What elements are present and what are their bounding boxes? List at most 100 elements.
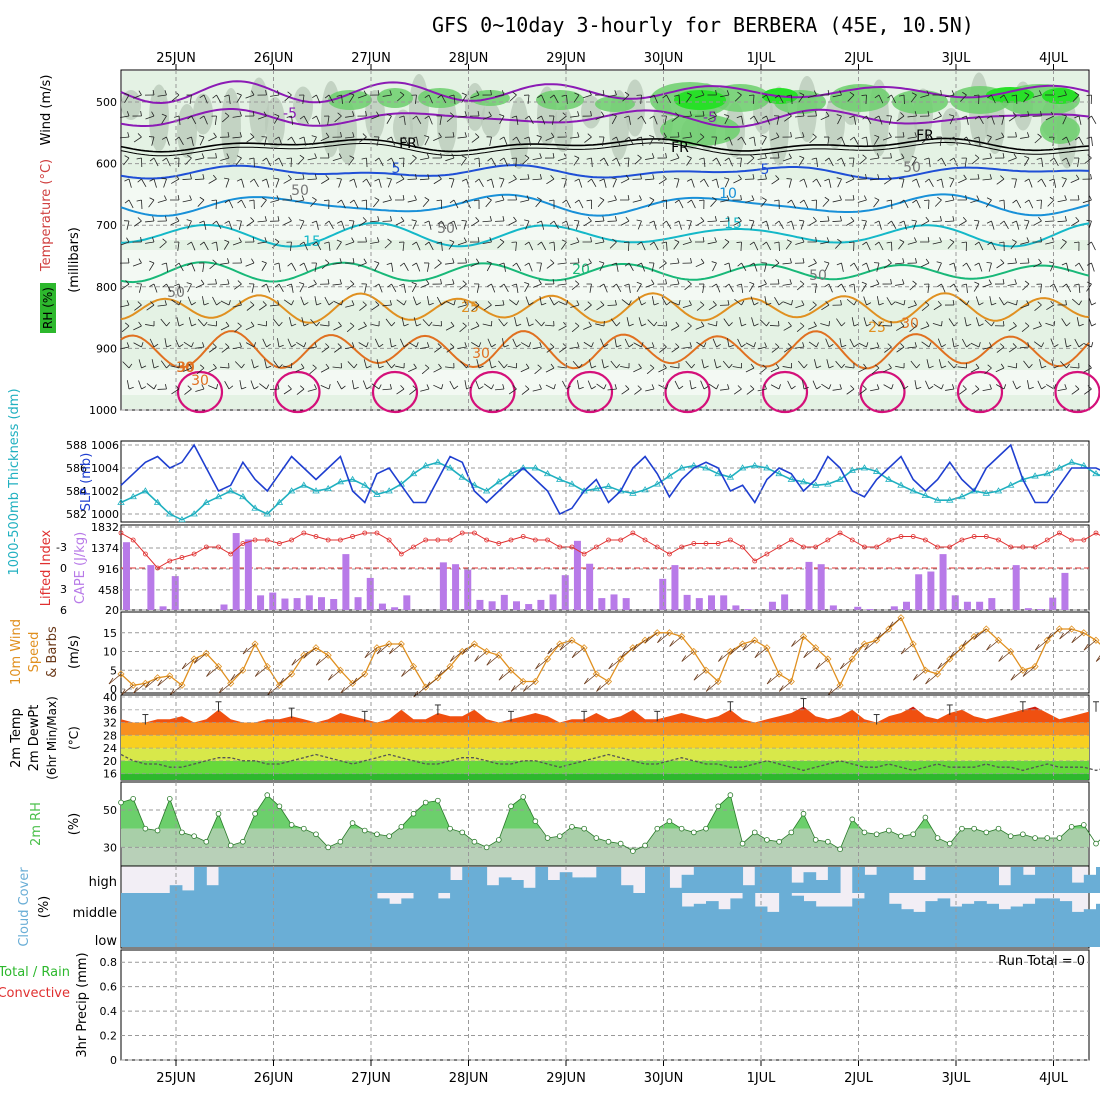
wind-barb [559,115,567,122]
wind-barb-flag [1027,342,1030,348]
wind-barb [753,241,759,251]
wind-barb [395,365,405,369]
wind-barb [359,136,367,143]
wind-barb-flag [924,301,930,306]
wind-barb [145,220,155,223]
wind-barb-flag [366,365,372,369]
wind-barb-flag [962,262,967,267]
rh-high-blob [710,84,770,112]
wind-barb-flag [740,195,742,201]
wind-barb [771,178,780,185]
wind-barb-flag [452,279,455,285]
wind-barb-flag [350,280,355,285]
lifted-index-point [886,537,892,543]
wind-barb-flag [299,154,305,159]
rh-point [1020,831,1026,838]
wind-barb [257,241,267,244]
cloud-cell [255,920,268,947]
wind-barb-flag [1041,365,1047,369]
wind-barb-flag [124,322,130,327]
rh-point [1081,822,1087,828]
wind-barb [320,136,330,142]
thickness-line-point [446,464,454,471]
contour-label: -5 [703,110,717,126]
wind-barb [345,241,355,246]
cloud-cell [571,920,585,947]
wind-barb [896,115,905,122]
wind-barb [395,220,405,226]
wind-barb [296,388,305,395]
wind-barb-flag [153,365,159,369]
wind-barb-flag [389,195,392,201]
rh-point [313,831,319,838]
wind-barb [899,380,905,390]
wind-barb [1012,380,1017,390]
wind-barb [737,338,742,348]
contour-label: 30 [472,346,490,362]
wind-barb [695,262,705,268]
wind-barb-flag [824,178,830,182]
wind-barb-flag [1024,280,1030,285]
bottom-date-label: 28JUN [449,1071,489,1086]
wind-barb-flag [449,94,455,97]
wind-barb [841,262,844,272]
wind-speed-point [324,651,332,659]
wind-barb [832,388,842,391]
wind-barb [223,241,230,250]
surface-wind-barb-flag [1083,644,1089,651]
wind-barb [1086,283,1092,292]
surface-wind-barb-flag [693,674,699,681]
wind-barb [1091,115,1097,125]
wind-barb [273,318,280,327]
pressure-tick-label: 1000 [89,404,117,417]
wind-barb-flag [414,174,417,180]
wind-barb [616,283,622,293]
wind-barb [670,325,680,331]
wind-barb-flag [726,195,730,201]
upper-label-pressure: (millibars) [67,227,82,293]
rh-point [166,795,173,802]
cape-bar [1024,608,1032,610]
thickness-line-point [751,461,759,469]
wind-barb-flag [826,237,830,243]
wind-barb [636,283,642,292]
surface-wind-barb-flag [376,647,382,655]
cape-bar [586,563,594,610]
wind-barb-flag [349,199,355,204]
wind-barb-flag [961,241,967,244]
wind-barb-flag [437,343,442,348]
precip-tick-label: 0.8 [100,956,118,969]
wind-barb-flag [791,385,796,390]
wind-barb [374,262,380,272]
wind-speed-point [458,647,466,656]
wind-barb [1078,115,1082,125]
cloud-cell [523,920,536,947]
lifted-index-point [593,544,599,550]
wind-barb [720,199,730,203]
cloud-cell [852,920,865,947]
cloud-cell [1071,882,1085,893]
rh-legend-swatch [40,283,56,333]
wind-barb-flag [887,343,892,348]
wind-barb-flag [515,195,517,201]
wind-barb-flag [787,343,792,348]
contour-label: FR [916,128,934,144]
wind-barb [803,178,808,188]
wind-barb-flag [649,197,655,201]
wind-barb [422,319,430,327]
wind-barb [278,157,284,167]
wind-speed-point [141,679,149,687]
wind-barb [846,388,855,395]
wind-barb-flag [250,301,255,306]
surface-wind-barb-flag [425,681,431,688]
wind-barb-flag [351,342,355,348]
wind-barb-flag [140,237,142,243]
wind-barb [195,157,205,161]
wind-barb [846,220,855,226]
wind-barb-flag [764,342,767,348]
cloud-cell [340,920,354,947]
wind-barb-flag [537,241,542,246]
cloud-cell [706,867,719,893]
wind-barb-flag [901,279,905,285]
cloud-cell [791,882,804,893]
